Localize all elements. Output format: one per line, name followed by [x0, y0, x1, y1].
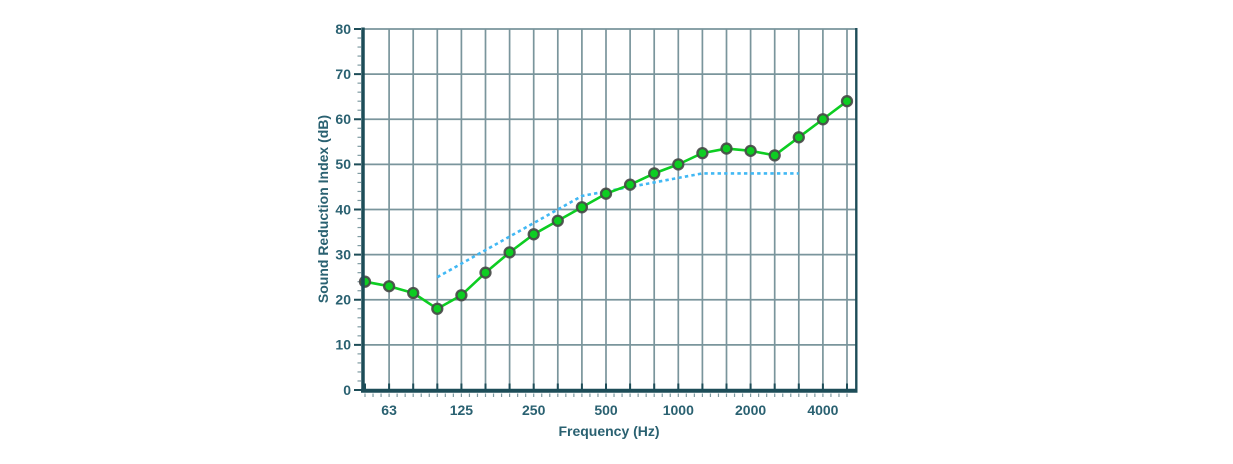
y-tick-label: 60 [335, 111, 351, 127]
data-point-marker [527, 228, 540, 241]
x-tick-label: 500 [594, 402, 618, 418]
x-axis-title: Frequency (Hz) [558, 423, 660, 439]
reference-curve-line [436, 172, 799, 279]
data-point-marker [792, 131, 805, 144]
data-point-marker [816, 113, 830, 126]
data-point-marker [455, 289, 468, 302]
y-tick-label: 30 [335, 246, 351, 262]
data-point-marker [648, 167, 661, 180]
data-point-marker [382, 280, 396, 293]
x-tick-label: 1000 [663, 402, 694, 418]
x-tick-label: 2000 [735, 402, 766, 418]
y-tick-label: 20 [335, 292, 351, 308]
y-tick-label: 80 [335, 21, 351, 37]
x-tick-label: 4000 [807, 402, 838, 418]
data-point-marker [744, 144, 757, 157]
y-tick-label: 10 [335, 337, 351, 353]
data-point-marker [407, 286, 420, 300]
y-tick-label: 0 [343, 382, 351, 398]
data-point-marker [599, 187, 613, 200]
data-point-marker [696, 146, 709, 160]
y-tick-label: 50 [335, 156, 351, 172]
data-point-marker [551, 214, 564, 227]
y-tick-label: 70 [335, 66, 351, 82]
y-axis-title: Sound Reduction Index (dB) [315, 114, 331, 304]
x-tick-label: 125 [450, 402, 474, 418]
data-point-marker [623, 178, 637, 191]
x-tick-label: 63 [381, 402, 397, 418]
data-point-marker [720, 142, 733, 155]
data-point-marker [431, 302, 444, 315]
data-point-marker [503, 246, 516, 259]
y-tick-label: 40 [335, 201, 351, 217]
data-point-marker [840, 95, 854, 108]
data-point-marker [768, 149, 781, 162]
x-tick-label: 250 [522, 402, 546, 418]
data-point-marker [575, 201, 589, 214]
data-point-marker [672, 158, 685, 171]
data-point-marker [479, 266, 492, 279]
